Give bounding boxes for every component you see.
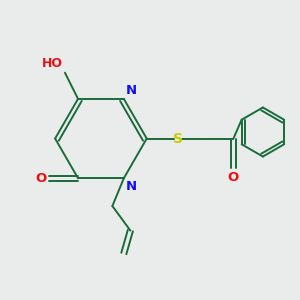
Text: N: N	[125, 180, 136, 193]
Text: S: S	[173, 131, 183, 146]
Text: N: N	[125, 84, 136, 97]
Text: O: O	[36, 172, 47, 185]
Text: O: O	[228, 171, 239, 184]
Text: HO: HO	[42, 57, 63, 70]
